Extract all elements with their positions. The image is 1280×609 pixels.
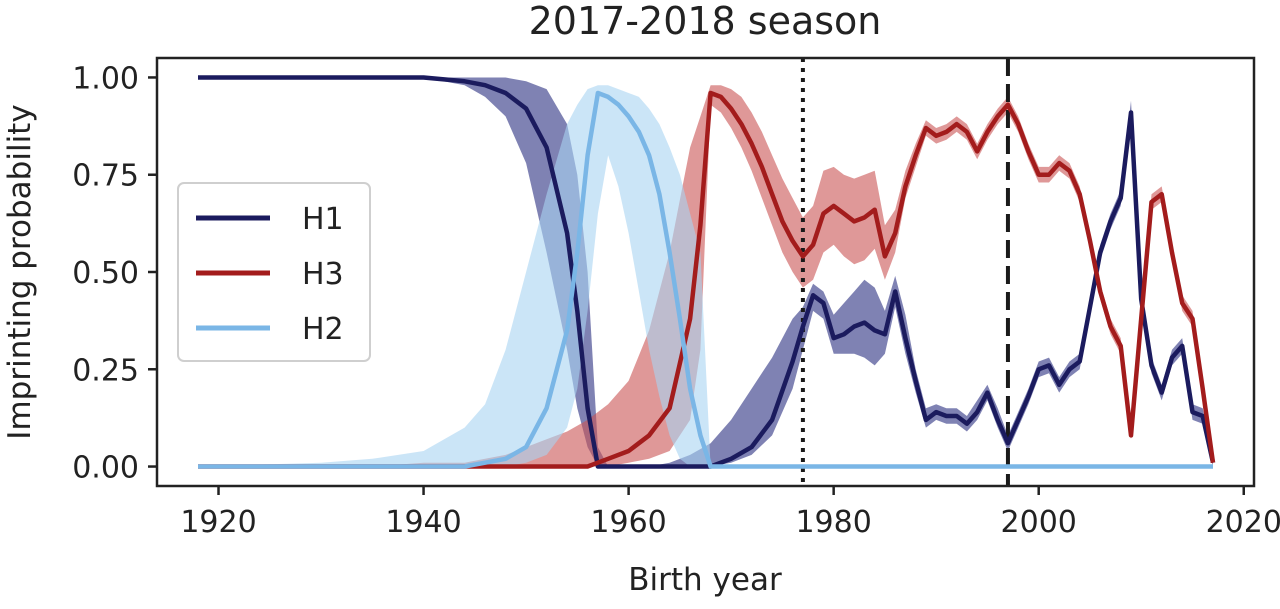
x-tick-label: 1920 — [180, 505, 256, 540]
legend-box — [177, 182, 371, 362]
reference-lines — [800, 58, 1010, 486]
y-tick-label: 0.25 — [72, 353, 139, 388]
x-tick-label: 2020 — [1206, 505, 1280, 540]
y-axis-ticks: 0.00 0.25 0.50 0.75 1.00 — [72, 61, 157, 486]
line-h2 — [198, 90, 1213, 469]
band-h2 — [198, 85, 1213, 467]
line-h3 — [198, 90, 1216, 469]
y-tick-label: 0.75 — [72, 159, 139, 194]
series-lines — [198, 75, 1216, 469]
x-axis-ticks: 1920 1940 1960 1980 2000 2020 — [180, 486, 1280, 540]
y-tick-label: 0.00 — [72, 451, 139, 486]
legend-label-h2: H2 — [302, 312, 344, 347]
x-tick-label: 1980 — [795, 505, 871, 540]
legend-label-h1: H1 — [302, 202, 344, 237]
chart-title: 2017-2018 season — [529, 0, 882, 43]
y-axis-label: Imprinting probability — [2, 104, 38, 439]
x-tick-label: 1940 — [385, 505, 461, 540]
x-tick-label: 1960 — [590, 505, 666, 540]
legend: H1 H3 H2 — [177, 182, 371, 362]
y-tick-label: 0.50 — [72, 256, 139, 291]
x-axis-label: Birth year — [628, 562, 782, 598]
y-tick-label: 1.00 — [72, 61, 139, 96]
legend-label-h3: H3 — [302, 257, 344, 292]
x-tick-label: 2000 — [1001, 505, 1077, 540]
